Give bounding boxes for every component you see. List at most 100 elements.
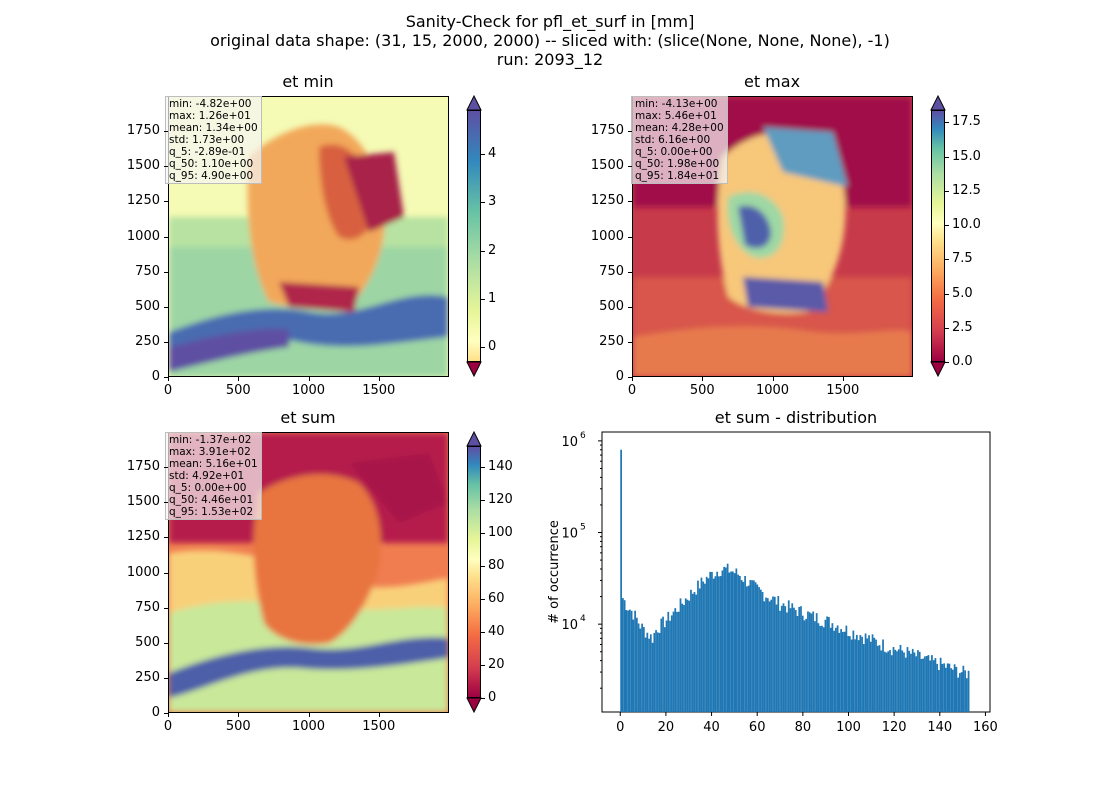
histogram-bar <box>861 636 863 712</box>
histogram-bar <box>835 627 837 712</box>
colorbar-tick-label: 40 <box>488 624 505 640</box>
y-tick-label: 1500 <box>126 158 160 174</box>
histogram-bar <box>773 596 776 712</box>
y-tick-label: 1750 <box>126 123 160 139</box>
colorbar-extend-min <box>930 361 946 378</box>
histogram-bar <box>862 644 865 712</box>
histogram-bar <box>693 592 696 712</box>
colorbar-tick-label: 7.5 <box>952 251 973 267</box>
histogram-bar <box>651 642 654 712</box>
x-tick-mark <box>378 713 380 717</box>
stat-line: mean: 5.16e+01 <box>169 458 258 470</box>
histogram-bar <box>779 610 781 712</box>
colorbar-extend-min <box>466 697 482 714</box>
histogram-bar <box>660 618 663 712</box>
histogram-bar <box>922 658 925 712</box>
histogram-bar <box>745 586 748 712</box>
y-tick-label: 1000 <box>126 228 160 244</box>
histogram-bar <box>719 576 722 712</box>
histogram-bar <box>732 571 734 712</box>
x-tick-label: 1000 <box>755 383 790 398</box>
histogram-bar <box>780 605 783 712</box>
histogram-bar <box>766 598 769 712</box>
y-tick-exponent: 6 <box>580 431 586 441</box>
histogram-bar <box>854 639 856 712</box>
y-tick-mark <box>164 642 168 644</box>
y-tick-mark <box>164 502 168 504</box>
y-tick-mark <box>164 467 168 469</box>
histogram-bar <box>901 650 904 712</box>
histogram-bar <box>688 600 691 712</box>
histogram-bar <box>927 655 930 712</box>
histogram-bar <box>917 650 919 712</box>
histogram-bar <box>845 625 848 712</box>
histogram-y-axis-label: # of occurrence <box>547 520 562 624</box>
histogram-bar <box>758 587 760 712</box>
histogram-bar <box>674 608 677 712</box>
histogram-bar <box>690 589 692 712</box>
x-tick-label: 1500 <box>362 719 396 734</box>
y-tick-mark <box>164 607 168 609</box>
colorbar-tick-label: 12.5 <box>952 182 981 198</box>
colorbar-tick-label: 0 <box>488 690 497 705</box>
histogram-bar <box>649 634 652 712</box>
y-tick-mark <box>164 537 168 539</box>
stat-line: q_5: -2.89e-01 <box>169 146 246 158</box>
histogram-bar <box>737 574 739 712</box>
x-tick-mark <box>842 377 844 381</box>
colorbar-tick-mark <box>945 362 949 363</box>
y-tick-label: 500 <box>135 298 160 314</box>
y-tick-label: 750 <box>135 599 160 615</box>
x-tick-label: 1500 <box>826 383 860 398</box>
colorbar-extend-max <box>466 430 482 447</box>
figure-title: Sanity-Check for pfl_et_surf in [mm] ori… <box>0 12 1100 69</box>
histogram-bar <box>892 647 895 712</box>
histogram-bar <box>819 625 822 712</box>
histogram-bar <box>938 670 940 712</box>
x-tick-label: 0 <box>616 720 624 735</box>
colorbar-tick-label: 4 <box>488 145 497 161</box>
histogram-bar <box>887 651 890 712</box>
x-tick-mark <box>772 377 774 381</box>
y-tick-label: 1250 <box>126 529 160 545</box>
histogram-bar <box>903 652 905 712</box>
histogram-bar <box>955 666 958 712</box>
histogram-bar <box>648 638 650 712</box>
y-tick-mark <box>628 131 632 133</box>
histogram-bar <box>814 621 816 712</box>
histogram-bar <box>670 615 673 712</box>
histogram-bar <box>763 601 766 712</box>
histogram-bar <box>751 580 753 712</box>
histogram-bar <box>672 611 675 712</box>
histogram-bar <box>805 618 808 712</box>
figure-title-line-3: run: 2093_12 <box>496 50 604 69</box>
y-tick-mark <box>164 236 168 238</box>
histogram-bar <box>960 672 963 712</box>
y-tick-label: 1250 <box>126 193 160 209</box>
histogram-bar <box>920 659 923 712</box>
histogram-bar <box>646 632 649 712</box>
histogram-bar <box>627 610 629 712</box>
histogram-bar <box>644 637 647 712</box>
y-tick-mark <box>164 713 168 714</box>
histogram-bar <box>875 639 877 712</box>
histogram-bar <box>815 613 818 712</box>
colorbar-tick-label: 17.5 <box>952 114 981 130</box>
histogram-bar <box>957 677 959 712</box>
stat-line: max: 5.46e+01 <box>635 110 717 122</box>
histogram-bar <box>714 576 717 712</box>
histogram-bar <box>857 640 860 712</box>
colorbar-tick-mark <box>481 250 485 252</box>
histogram-bar <box>628 609 631 712</box>
histogram-bar <box>789 608 792 712</box>
histogram-bar <box>934 658 937 712</box>
histogram-bar <box>794 610 797 712</box>
colorbar-tick-mark <box>481 299 485 300</box>
panel-title-et-min: et min <box>282 72 334 91</box>
histogram-bar <box>941 663 944 712</box>
x-tick-label: 500 <box>225 719 251 734</box>
histogram-bar <box>656 632 659 712</box>
panel-title-et-max: et max <box>743 72 801 91</box>
histogram-bar <box>765 597 767 712</box>
y-tick-label: 750 <box>599 263 624 279</box>
